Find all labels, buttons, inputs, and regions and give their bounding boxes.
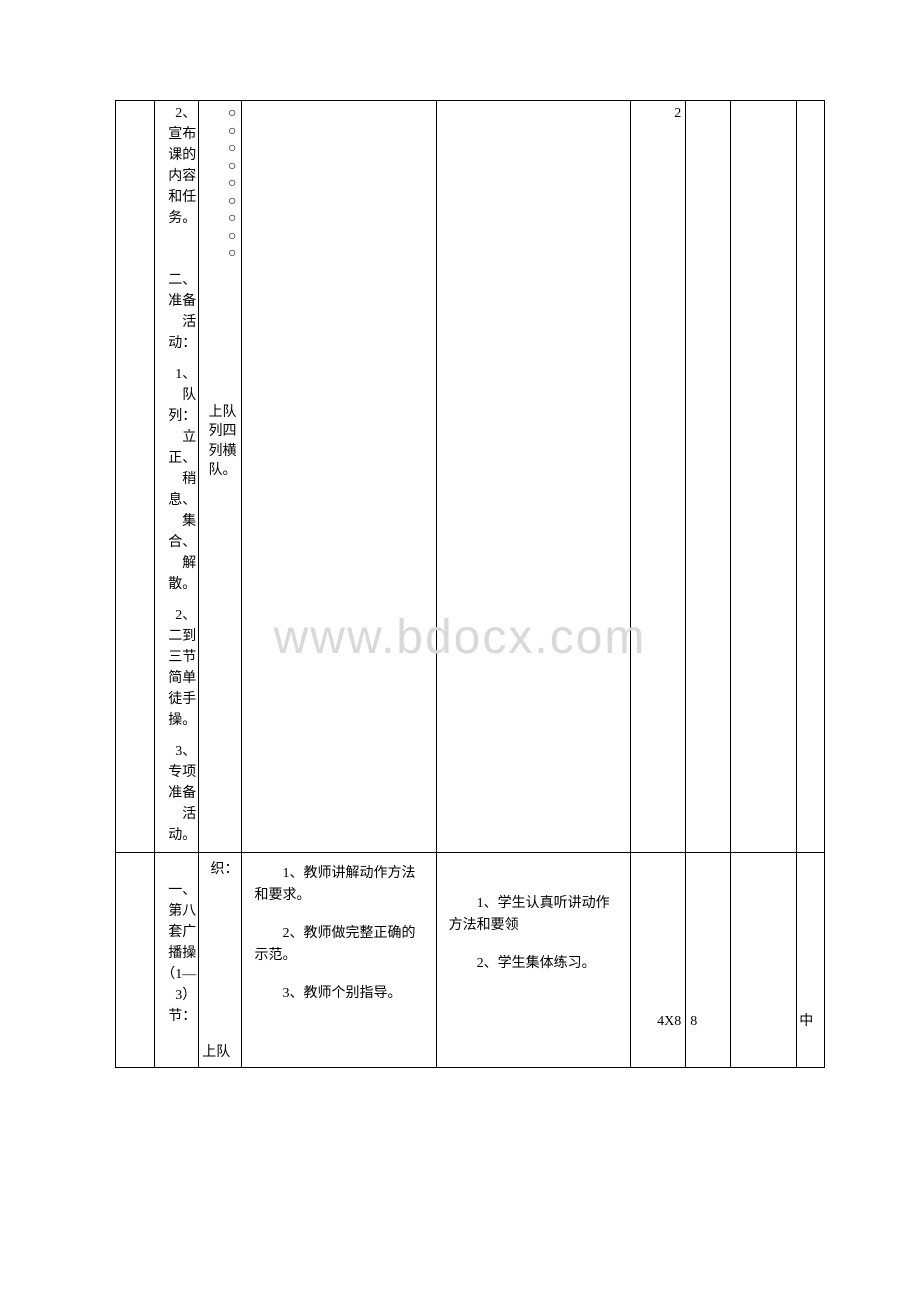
- cell-student-activity: 1、学生认真听讲动作方法和要领 2、学生集体练习。: [436, 853, 630, 1068]
- cell-teacher-activity: [242, 101, 436, 853]
- lesson-plan-table: 2、宣布课的内容和任务。 二、准备活动： 1、队列：立正、稍息、集合、解散。 2…: [115, 100, 825, 1068]
- activity-item: 1、队列：立正、稍息、集合、解散。: [156, 364, 196, 595]
- activity-item: 二、准备活动：: [156, 249, 196, 354]
- cell-empty: [730, 101, 797, 853]
- cell-student-activity: [436, 101, 630, 853]
- cell-intensity: 中: [797, 853, 825, 1068]
- student-item: 2、学生集体练习。: [449, 953, 618, 975]
- cell-reps: 4X8: [630, 853, 685, 1068]
- cell-empty: [116, 853, 155, 1068]
- activity-item: 3、专项准备活动。: [156, 741, 196, 846]
- cell-formation: 织： 上队: [199, 853, 242, 1068]
- cell-activity-content: 2、宣布课的内容和任务。 二、准备活动： 1、队列：立正、稍息、集合、解散。 2…: [154, 101, 198, 853]
- teacher-item: 1、教师讲解动作方法和要求。: [254, 863, 423, 908]
- cell-empty: [116, 101, 155, 853]
- cell-teacher-activity: 1、教师讲解动作方法和要求。 2、教师做完整正确的示范。 3、教师个别指导。: [242, 853, 436, 1068]
- formation-text: 织：: [202, 859, 238, 880]
- activity-item: 2、二到三节简单徒手操。: [156, 605, 196, 731]
- activity-item: 一、第八套广播操（1—3）节：: [157, 859, 196, 1027]
- teacher-item: 2、教师做完整正确的示范。: [254, 923, 423, 968]
- reps-value: 4X8: [657, 1014, 681, 1029]
- cell-formation: ○○○○○○○○○ 上队列四列横队。: [199, 101, 242, 853]
- cell-activity-content: 一、第八套广播操（1—3）节：: [154, 853, 198, 1068]
- formation-text: 上队: [202, 1042, 230, 1063]
- formation-text: 上队列四列横队。: [204, 403, 236, 481]
- activity-item: 2、宣布课的内容和任务。: [156, 103, 196, 229]
- student-item: 1、学生认真听讲动作方法和要领: [449, 893, 618, 938]
- table-row: 2、宣布课的内容和任务。 二、准备活动： 1、队列：立正、稍息、集合、解散。 2…: [116, 101, 825, 853]
- table-row: 一、第八套广播操（1—3）节： 织： 上队 1、教师讲解动作方法和要求。 2、教…: [116, 853, 825, 1068]
- time-value: 8: [690, 1014, 697, 1029]
- teacher-item: 3、教师个别指导。: [254, 983, 423, 1005]
- cell-reps: 2: [630, 101, 685, 853]
- reps-value: 2: [674, 106, 681, 121]
- document-page: 2、宣布课的内容和任务。 二、准备活动： 1、队列：立正、稍息、集合、解散。 2…: [0, 0, 920, 1168]
- cell-time: 8: [686, 853, 730, 1068]
- formation-circles: ○○○○○○○○○: [204, 105, 236, 263]
- intensity-value: 中: [799, 1014, 813, 1029]
- cell-intensity: [797, 101, 825, 853]
- cell-time: [686, 101, 730, 853]
- cell-empty: [730, 853, 797, 1068]
